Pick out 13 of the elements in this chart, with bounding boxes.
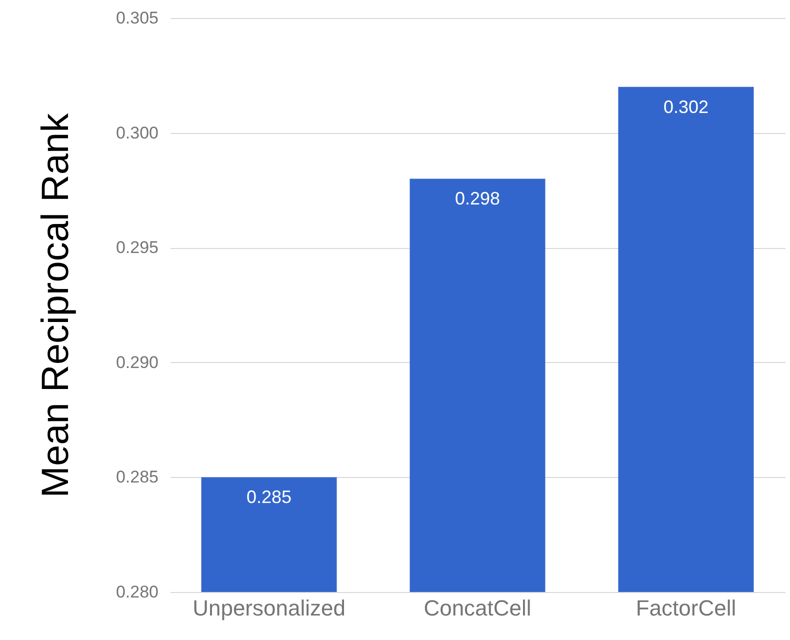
y-tick-label: 0.295 — [116, 238, 158, 258]
x-tick-label: Unpersonalized — [192, 596, 346, 620]
y-tick-label: 0.290 — [116, 352, 158, 372]
x-tick-label: ConcatCell — [424, 596, 532, 620]
data-label: 0.302 — [663, 96, 708, 117]
data-label: 0.285 — [246, 487, 292, 508]
x-tick-label: FactorCell — [636, 596, 736, 620]
y-axis-title: Mean Reciprocal Rank — [34, 112, 77, 498]
data-label: 0.298 — [454, 188, 500, 209]
y-tick-label: 0.285 — [116, 468, 158, 487]
y-tick-label: 0.280 — [116, 582, 158, 602]
y-tick-label: 0.305 — [116, 8, 158, 28]
y-tick-label: 0.300 — [116, 123, 158, 142]
